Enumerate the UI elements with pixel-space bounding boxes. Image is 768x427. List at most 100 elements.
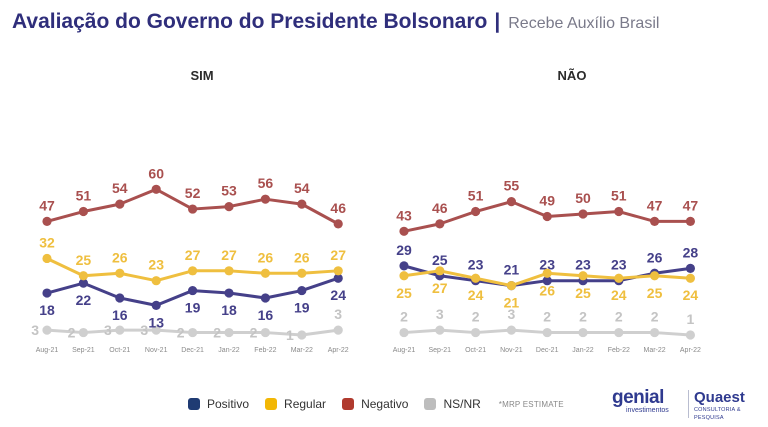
data-label-positivo: 23 — [611, 257, 627, 273]
data-point-positivo — [685, 263, 696, 273]
data-label-negativo: 46 — [330, 200, 346, 216]
data-label-nsnr: 2 — [543, 309, 551, 325]
data-point-positivo — [151, 300, 161, 310]
data-label-nsnr: 2 — [651, 309, 659, 325]
data-point-regular — [471, 273, 481, 283]
data-label-positivo: 23 — [539, 257, 555, 273]
data-point-nsnr — [471, 327, 481, 338]
title-row: Avaliação do Governo do Presidente Bolso… — [12, 10, 762, 46]
data-label-negativo: 47 — [647, 197, 663, 213]
data-label-negativo: 51 — [76, 188, 92, 204]
data-point-positivo — [42, 288, 52, 298]
data-label-regular: 21 — [504, 295, 520, 311]
data-label-positivo: 21 — [504, 262, 520, 278]
x-tick-label: Nov-21 — [145, 347, 168, 354]
data-label-negativo: 47 — [39, 197, 55, 213]
data-label-nsnr: 1 — [286, 327, 294, 343]
x-tick-label: Apr-22 — [680, 347, 701, 354]
data-label-regular: 26 — [112, 249, 128, 265]
data-label-nsnr: 2 — [68, 325, 76, 341]
data-point-regular — [435, 266, 445, 276]
data-point-regular — [650, 271, 660, 281]
data-label-positivo: 18 — [39, 302, 55, 318]
x-tick-label: Mar-22 — [644, 347, 666, 354]
data-label-negativo: 54 — [112, 180, 128, 196]
data-label-nsnr: 1 — [687, 311, 695, 327]
data-label-nsnr: 2 — [615, 309, 623, 325]
data-point-nsnr — [297, 330, 307, 340]
data-point-nsnr — [614, 327, 624, 338]
data-label-positivo: 25 — [432, 252, 448, 268]
genial-logo-sub: investimentos — [626, 407, 669, 414]
data-point-nsnr — [685, 330, 696, 340]
data-point-negativo — [435, 219, 445, 229]
data-point-nsnr — [506, 325, 516, 335]
data-label-positivo: 13 — [148, 314, 164, 330]
data-point-negativo — [115, 199, 125, 209]
x-tick-label: Jan-22 — [572, 347, 594, 354]
data-label-regular: 26 — [539, 282, 555, 298]
data-label-positivo: 29 — [396, 242, 412, 258]
data-label-nsnr: 3 — [508, 306, 516, 322]
x-tick-label: Apr-22 — [328, 347, 349, 354]
data-label-regular: 25 — [76, 252, 92, 268]
data-point-nsnr — [151, 325, 161, 335]
data-point-nsnr — [333, 325, 343, 335]
data-point-regular — [333, 266, 343, 276]
data-point-negativo — [685, 216, 696, 227]
data-point-negativo — [542, 211, 552, 222]
data-label-negativo: 60 — [148, 165, 164, 181]
data-label-negativo: 52 — [185, 185, 201, 201]
genial-logo: genial investimentos — [612, 388, 682, 420]
genial-logo-word: genial — [612, 387, 664, 408]
data-point-regular — [506, 281, 516, 291]
data-label-regular: 26 — [294, 249, 310, 265]
data-point-regular — [78, 271, 88, 281]
legend-label-negativo: Negativo — [361, 397, 409, 411]
mrp-note: *MRP ESTIMATE — [498, 399, 564, 409]
chart-panel-sim: SIM Aug-21 Sep-21 Oct-21 Nov-21 Dec-21 Jan-22 F… — [31, 68, 349, 354]
legend-item-negativo: Negativo — [342, 397, 408, 411]
legend-swatch-regular — [265, 398, 278, 410]
data-point-negativo — [399, 226, 409, 236]
data-point-regular — [685, 273, 696, 283]
legend-swatch-negativo — [342, 398, 355, 410]
data-label-nsnr: 2 — [579, 309, 587, 325]
data-point-regular — [151, 276, 161, 286]
data-label-nsnr: 2 — [472, 309, 480, 325]
data-label-positivo: 18 — [221, 302, 237, 318]
data-point-negativo — [650, 216, 660, 227]
quaest-logo: Quaest CONSULTORIA & PESQUISA — [694, 390, 764, 422]
data-point-positivo — [333, 273, 343, 283]
data-point-nsnr — [115, 325, 125, 335]
x-tick-label: Sep-21 — [429, 347, 452, 354]
x-tick-label: Mar-22 — [291, 347, 313, 354]
data-point-regular — [297, 268, 307, 278]
data-point-regular — [224, 266, 234, 276]
data-point-nsnr — [260, 327, 270, 338]
data-label-positivo: 16 — [258, 307, 274, 323]
data-point-nsnr — [578, 327, 588, 338]
data-label-negativo: 53 — [221, 183, 237, 199]
data-point-regular — [542, 268, 552, 278]
data-point-negativo — [224, 201, 234, 212]
data-point-regular — [260, 268, 270, 278]
data-point-negativo — [42, 216, 52, 227]
data-point-positivo — [188, 285, 198, 296]
page-subtitle: Recebe Auxílio Brasil — [508, 15, 660, 32]
x-tick-label: Dec-21 — [536, 347, 559, 354]
data-label-positivo: 19 — [185, 300, 201, 316]
data-label-negativo: 43 — [396, 207, 412, 223]
data-point-positivo — [260, 293, 270, 303]
data-label-regular: 32 — [39, 234, 55, 250]
data-label-positivo: 19 — [294, 300, 310, 316]
data-label-nsnr: 2 — [400, 309, 408, 325]
data-label-negativo: 55 — [504, 178, 520, 194]
data-label-negativo: 46 — [432, 200, 448, 216]
data-label-regular: 27 — [221, 247, 237, 263]
data-point-negativo — [506, 197, 516, 207]
x-tick-label: Oct-21 — [465, 347, 486, 354]
data-label-nsnr: 2 — [177, 325, 185, 341]
